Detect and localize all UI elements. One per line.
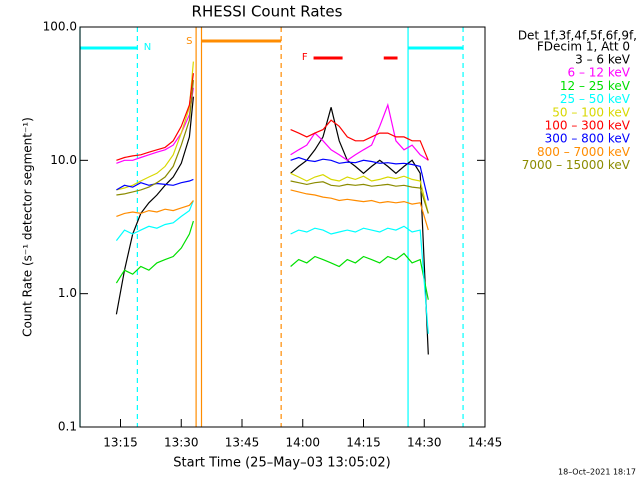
x-tick-label: 14:00 (285, 436, 320, 450)
x-tick-label: 14:15 (346, 436, 381, 450)
y-tick-label: 100.0 (43, 20, 77, 34)
y-tick-label: 10.0 (50, 153, 77, 167)
x-axis-label: Start Time (25–May–03 13:05:02) (173, 456, 390, 471)
legend-label: 3 – 6 keV (575, 53, 631, 67)
series-line (115, 200, 429, 334)
series-line (115, 220, 429, 300)
legend-label: 300 – 800 keV (545, 132, 631, 146)
plot-frame (79, 26, 486, 428)
legend-label: 25 – 50 keV (560, 92, 631, 106)
legend-title: Det 1f,3f,4f,5f,6f,9f, (518, 29, 637, 43)
x-tick-label: 13:30 (164, 436, 199, 450)
y-axis-label: Count Rate (s⁻¹ detector segment⁻¹) (21, 117, 35, 337)
annotation: S (186, 36, 192, 47)
legend-label: 50 – 100 keV (552, 105, 631, 119)
legend-label: 7000 – 15000 keV (522, 158, 631, 172)
x-tick-label: 13:45 (225, 436, 260, 450)
series-line (116, 87, 429, 164)
series-line (116, 156, 429, 201)
series-line (115, 96, 429, 355)
legend-label: 800 – 7000 keV (537, 145, 631, 159)
series-line (116, 73, 429, 161)
legend-label: 12 – 25 keV (560, 79, 631, 93)
series-line (116, 80, 429, 214)
x-tick-label: 13:15 (103, 436, 138, 450)
annotation: F (302, 52, 308, 63)
legend-label: 6 – 12 keV (568, 66, 631, 80)
annotation: N (144, 42, 151, 53)
y-tick-label: 1.0 (58, 286, 77, 300)
x-tick-label: 14:45 (468, 436, 503, 450)
y-tick-label: 0.1 (58, 420, 77, 434)
series-line (116, 189, 429, 231)
chart-title: RHESSI Count Rates (192, 3, 343, 21)
x-tick-label: 14:30 (407, 436, 442, 450)
legend-title: FDecim 1, Att 0 (537, 40, 630, 54)
footer: 18–Oct–2021 18:17 (558, 468, 636, 477)
legend-label: 100 – 300 keV (545, 119, 631, 133)
